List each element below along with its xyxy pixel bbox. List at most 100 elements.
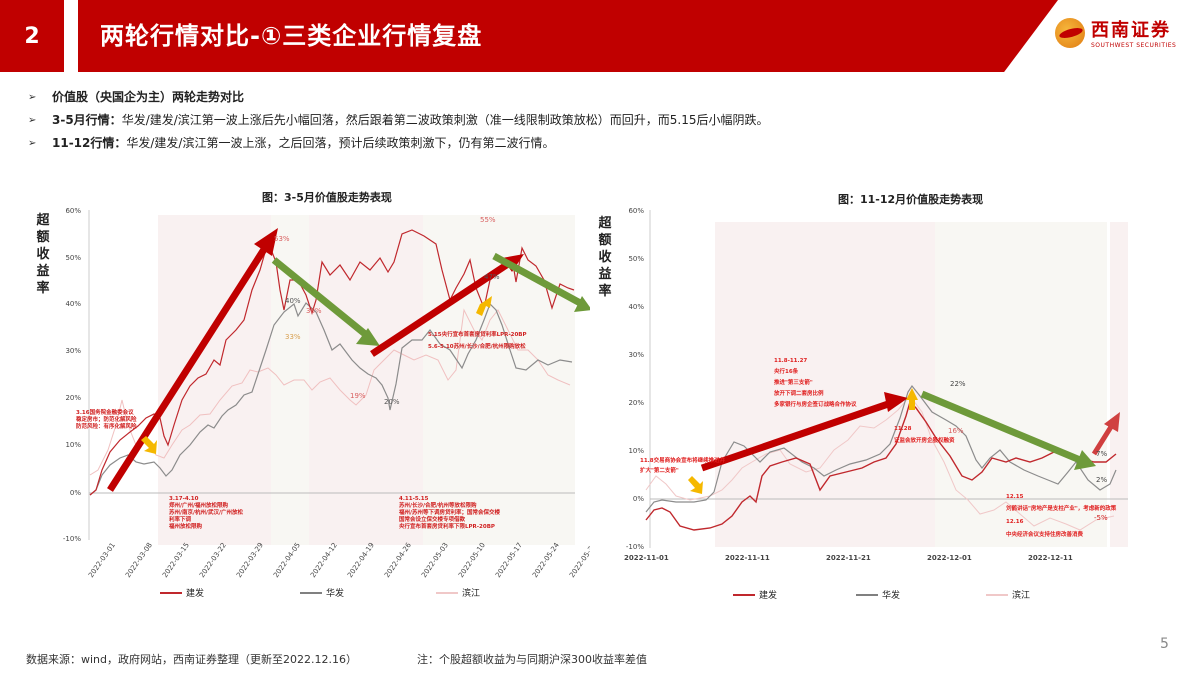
down-arrow-icon bbox=[574, 296, 590, 312]
svg-text:4.11-5.15: 4.11-5.15 bbox=[399, 496, 429, 502]
legend-label: 滨江 bbox=[462, 589, 481, 599]
svg-text:40%: 40% bbox=[628, 303, 644, 311]
legend-label: 华发 bbox=[326, 589, 345, 599]
svg-text:-10%: -10% bbox=[63, 535, 81, 543]
svg-text:20%: 20% bbox=[65, 394, 81, 402]
legend-label: 滨江 bbox=[1012, 591, 1031, 601]
svg-text:60%: 60% bbox=[65, 207, 81, 215]
svg-text:苏州/长沙/合肥/杭州等放松限购: 苏州/长沙/合肥/杭州等放松限购 bbox=[399, 501, 477, 509]
bullet-heading: 11-12行情： bbox=[52, 136, 127, 150]
chart-right: 60% 50% 40% 30% 20% 10% 0% -10% 2022-11-01 20… bbox=[624, 207, 1128, 562]
svg-text:2022-12-01: 2022-12-01 bbox=[927, 554, 972, 562]
bullet-arrow-icon: ➢ bbox=[28, 115, 37, 126]
page-number: 5 bbox=[1160, 636, 1169, 652]
legend-item-jianfa: 建发 bbox=[160, 586, 204, 599]
svg-text:22%: 22% bbox=[950, 380, 966, 388]
legend-label: 建发 bbox=[186, 589, 205, 599]
svg-text:0%: 0% bbox=[70, 489, 81, 497]
svg-text:10%: 10% bbox=[65, 441, 81, 449]
y-axis-label-right: 超额收益率 bbox=[598, 216, 612, 299]
svg-text:央行16条: 央行16条 bbox=[774, 367, 799, 375]
svg-text:2022-05-17: 2022-05-17 bbox=[494, 541, 524, 579]
legend-item-binjiang-right: 滨江 bbox=[986, 588, 1030, 601]
chart-title-left: 图：3-5月价值股走势表现 bbox=[262, 191, 392, 204]
chart-title-right: 图：11-12月价值股走势表现 bbox=[838, 193, 984, 206]
bullet-text: 华发/建发/滨江第一波上涨后先小幅回落，然后跟着第二波政策刺激（准一线限制政策放… bbox=[121, 113, 769, 127]
svg-text:扩大"第二支箭": 扩大"第二支箭" bbox=[640, 466, 679, 474]
svg-text:38%: 38% bbox=[306, 307, 322, 315]
svg-text:多家银行与房企签订战略合作协议: 多家银行与房企签订战略合作协议 bbox=[774, 400, 857, 408]
svg-text:3.16国务院金融委会议: 3.16国务院金融委会议 bbox=[76, 408, 134, 416]
chart-left: 60% 50% 40% 30% 20% 10% 0% -10% 2022-03-01 20… bbox=[63, 207, 590, 579]
svg-text:2022-11-21: 2022-11-21 bbox=[826, 554, 871, 562]
svg-text:2022-12-11: 2022-12-11 bbox=[1028, 554, 1073, 562]
logo-en: SOUTHWEST SECURITIES bbox=[1091, 42, 1177, 49]
svg-text:福州放松限购: 福州放松限购 bbox=[168, 522, 203, 530]
svg-text:证监会放开房企股权融资: 证监会放开房企股权融资 bbox=[894, 436, 955, 444]
svg-text:50%: 50% bbox=[65, 254, 81, 262]
svg-text:33%: 33% bbox=[285, 333, 301, 341]
svg-text:2%: 2% bbox=[1096, 476, 1107, 484]
svg-text:12.15: 12.15 bbox=[1006, 494, 1024, 500]
bullet-arrow-icon: ➢ bbox=[28, 138, 37, 149]
svg-text:-10%: -10% bbox=[626, 543, 644, 551]
svg-text:60%: 60% bbox=[628, 207, 644, 215]
svg-text:国常会设立保交楼专项借款: 国常会设立保交楼专项借款 bbox=[399, 515, 466, 523]
svg-text:16%: 16% bbox=[948, 427, 964, 435]
legend-label: 建发 bbox=[759, 591, 778, 601]
svg-text:7%: 7% bbox=[1096, 450, 1107, 458]
logo-icon bbox=[1055, 17, 1085, 48]
svg-text:2022-03-15: 2022-03-15 bbox=[161, 541, 191, 579]
svg-text:苏州/南京/杭州/武汉/广州放松: 苏州/南京/杭州/武汉/广州放松 bbox=[169, 508, 244, 516]
svg-text:2022-11-01: 2022-11-01 bbox=[624, 554, 669, 562]
up-arrow-icon bbox=[254, 228, 278, 256]
svg-text:5.15央行宣布首套房贷利率LPR-20BP: 5.15央行宣布首套房贷利率LPR-20BP bbox=[428, 330, 527, 338]
page-title: 两轮行情对比-①三类企业行情复盘 bbox=[100, 22, 483, 50]
svg-text:郑州/广州/福州放松限购: 郑州/广州/福州放松限购 bbox=[169, 501, 229, 509]
company-logo: 西南证券 SOUTHWEST SECURITIES bbox=[1055, 16, 1176, 49]
y-axis-label-left: 超额收益率 bbox=[36, 213, 50, 296]
svg-text:2022-04-05: 2022-04-05 bbox=[272, 541, 302, 579]
svg-text:中央经济会议支持住房改善消费: 中央经济会议支持住房改善消费 bbox=[1006, 530, 1084, 538]
svg-text:30%: 30% bbox=[628, 351, 644, 359]
svg-text:2022-04-12: 2022-04-12 bbox=[309, 541, 339, 579]
data-source: 数据来源：wind，政府网站，西南证券整理（更新至2022.12.16） bbox=[26, 653, 357, 666]
legend-swatch bbox=[300, 591, 322, 594]
svg-text:2022-05-10: 2022-05-10 bbox=[457, 541, 487, 579]
svg-text:50%: 50% bbox=[628, 255, 644, 263]
bullet-list: ➢ 价值股（央国企为主）两轮走势对比 ➢ 3-5月行情：华发/建发/滨江第一波上… bbox=[28, 86, 769, 155]
svg-text:稳定房市；防范化解风险: 稳定房市；防范化解风险 bbox=[76, 415, 137, 423]
legend-swatch bbox=[436, 591, 458, 594]
svg-text:2022-05-31: 2022-05-31 bbox=[568, 541, 590, 579]
svg-text:5.6-5.10苏州/长沙/合肥/杭州限购放松: 5.6-5.10苏州/长沙/合肥/杭州限购放松 bbox=[428, 342, 526, 350]
legend-label: 华发 bbox=[882, 591, 901, 601]
bullet-arrow-icon: ➢ bbox=[28, 92, 37, 103]
legend-item-binjiang: 滨江 bbox=[436, 586, 480, 599]
svg-text:刘鹤讲话"房地产是支柱产业"，考虑新的政策: 刘鹤讲话"房地产是支柱产业"，考虑新的政策 bbox=[1006, 504, 1117, 512]
svg-text:2022-04-26: 2022-04-26 bbox=[383, 541, 413, 579]
svg-text:40%: 40% bbox=[285, 297, 301, 305]
bullet-text: 华发/建发/滨江第一波上涨，之后回落，预计后续政策刺激下，仍有第二波行情。 bbox=[126, 136, 555, 150]
svg-text:2022-03-29: 2022-03-29 bbox=[235, 541, 265, 579]
legend-swatch bbox=[733, 593, 755, 596]
legend-swatch bbox=[856, 593, 878, 596]
svg-text:2022-03-01: 2022-03-01 bbox=[87, 541, 117, 579]
bullet-heading: 3-5月行情： bbox=[52, 113, 122, 127]
svg-text:55%: 55% bbox=[480, 216, 496, 224]
legend-item-huafa: 华发 bbox=[300, 586, 344, 599]
header-bar bbox=[78, 0, 1058, 72]
svg-text:53%: 53% bbox=[274, 235, 290, 243]
svg-text:11.8交易商协会宣布将继续推进并: 11.8交易商协会宣布将继续推进并 bbox=[640, 456, 726, 464]
svg-text:30%: 30% bbox=[65, 347, 81, 355]
bullet-item: ➢ 价值股（央国企为主）两轮走势对比 bbox=[28, 86, 769, 109]
legend-item-jianfa-right: 建发 bbox=[733, 588, 777, 601]
svg-text:推进"第三支箭": 推进"第三支箭" bbox=[774, 378, 813, 386]
down-arrow-icon bbox=[356, 328, 380, 346]
svg-text:利率下调: 利率下调 bbox=[169, 515, 192, 523]
svg-text:2022-03-08: 2022-03-08 bbox=[124, 541, 154, 579]
svg-text:20%: 20% bbox=[384, 398, 400, 406]
legend-swatch bbox=[160, 591, 182, 594]
svg-text:防范风险：有序化解风险: 防范风险：有序化解风险 bbox=[76, 422, 137, 430]
svg-text:福州/苏州等下调房贷利率；国常会保交楼: 福州/苏州等下调房贷利率；国常会保交楼 bbox=[398, 508, 501, 516]
svg-text:2022-04-19: 2022-04-19 bbox=[346, 541, 376, 579]
